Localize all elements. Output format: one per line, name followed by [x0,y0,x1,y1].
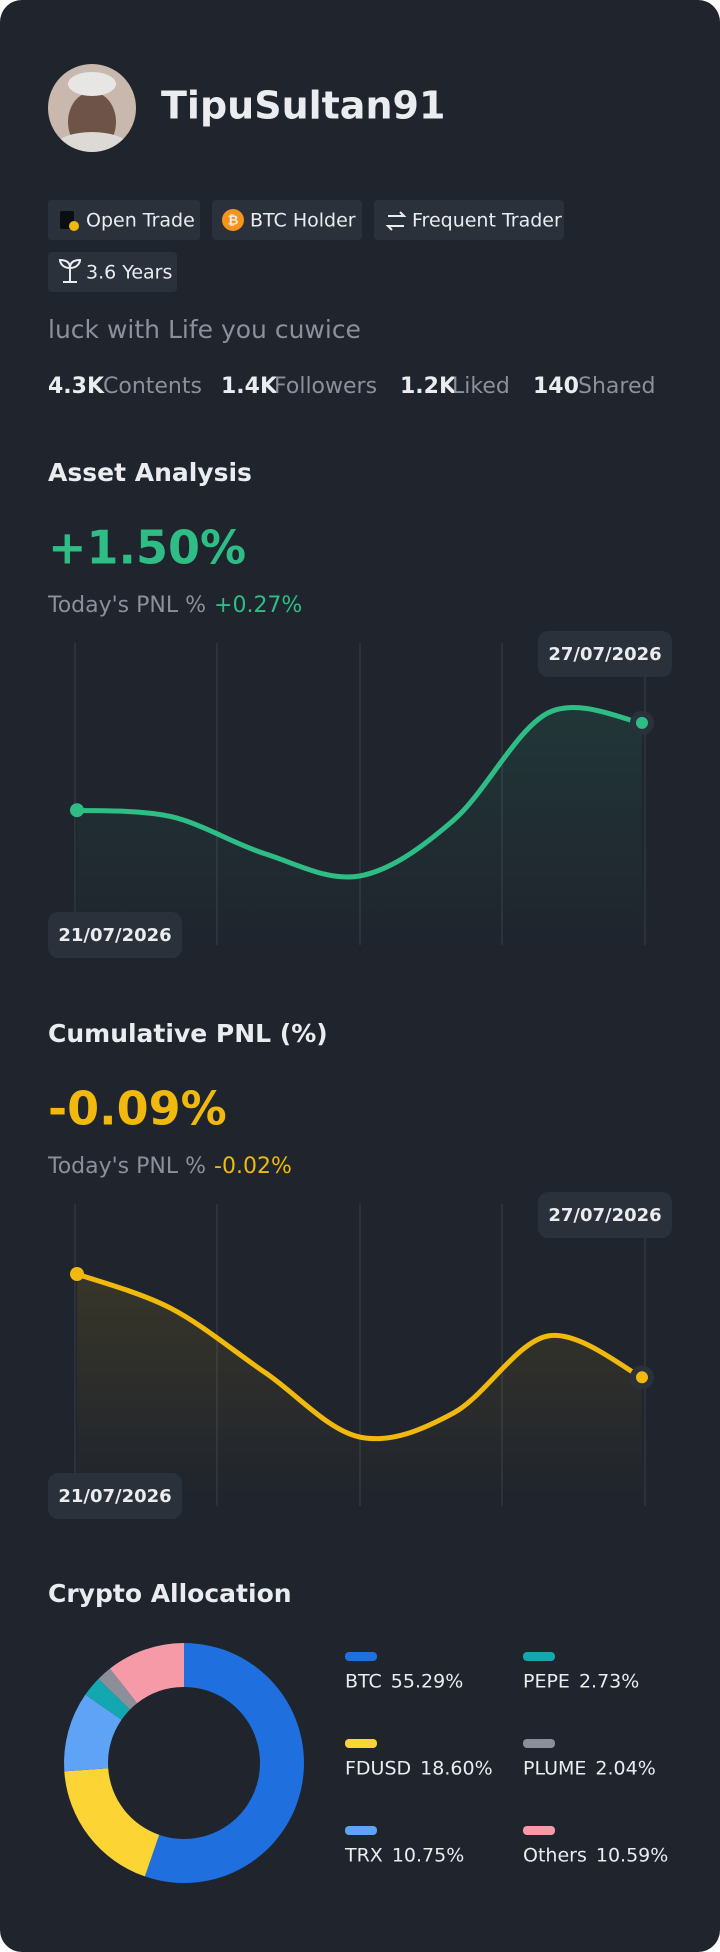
legend-value: 10.75% [392,1845,464,1867]
badge: Frequent Trader [374,200,564,240]
pnl-label: Today's PNL % [47,593,206,618]
stat-value: 1.4K [221,374,278,399]
pnl-value: +0.27% [214,593,302,618]
badge-label: Frequent Trader [412,210,562,232]
tooltip-date: 27/07/2026 [548,1205,661,1226]
start-point [70,1267,84,1281]
legend-swatch [523,1826,555,1835]
stat-label: Shared [578,374,655,399]
badge: ₿ BTC Holder [212,200,362,240]
tooltip-date: 21/07/2026 [58,1486,171,1507]
badge-label: BTC Holder [250,210,356,232]
section-title: Cumulative PNL (%) [48,1019,328,1048]
line [74,1271,645,1442]
end-point [636,1371,648,1384]
donut-slice [64,1768,160,1877]
legend-value: 10.59% [596,1845,668,1867]
avatar[interactable] [48,64,136,168]
legend-value: 2.73% [579,1671,639,1693]
legend-label: TRX [344,1845,383,1867]
legend-label: PLUME [523,1758,586,1780]
legend-label: FDUSD [345,1758,411,1780]
donut-slice [144,1643,304,1883]
donut-slice [64,1694,122,1772]
stat-value: 140 [533,374,579,399]
pnl-label: Today's PNL % [47,1154,206,1179]
bio: luck with Life you cuwice [48,315,361,344]
section-title: Asset Analysis [48,458,252,487]
stat-value: 4.3K [48,374,105,399]
tooltip-box [48,912,182,958]
stat-label: Liked [452,374,510,399]
headline-value: +1.50% [48,521,246,575]
tooltip-date: 21/07/2026 [58,925,171,946]
legend-swatch [345,1739,377,1748]
area [77,707,642,945]
username: TipuSultan91 [161,84,445,128]
legend-label: BTC [345,1671,382,1693]
legend-swatch [345,1826,377,1835]
section-title: Crypto Allocation [48,1579,292,1608]
legend-label: Others [523,1845,587,1867]
tooltip-box [48,1473,182,1519]
legend-value: 2.04% [595,1758,655,1780]
line [74,705,645,880]
svg-text:₿: ₿ [228,214,239,229]
legend-label: PEPE [523,1671,570,1693]
start-point [70,803,84,818]
end-point [636,716,648,729]
badge-label: Open Trade [86,210,195,232]
tooltip-box [538,1192,672,1238]
headline-value: -0.09% [48,1082,227,1136]
stat-label: Contents [103,374,202,399]
legend-value: 18.60% [420,1758,492,1780]
badge: Open Trade [48,200,200,240]
legend-swatch [523,1739,555,1748]
stat-value: 1.2K [400,374,457,399]
area [77,1274,642,1506]
donut-slice [98,1668,138,1710]
badge: 3.6 Years [48,252,177,292]
stat-label: Followers [274,374,377,399]
tooltip-date: 27/07/2026 [548,644,661,665]
legend-swatch [345,1652,377,1661]
donut-slice [109,1643,184,1704]
tooltip-box [538,631,672,677]
legend-value: 55.29% [391,1671,463,1693]
pnl-value: -0.02% [214,1154,292,1179]
badge-label: 3.6 Years [86,262,172,284]
legend-swatch [523,1652,555,1661]
donut-slice [85,1678,130,1720]
